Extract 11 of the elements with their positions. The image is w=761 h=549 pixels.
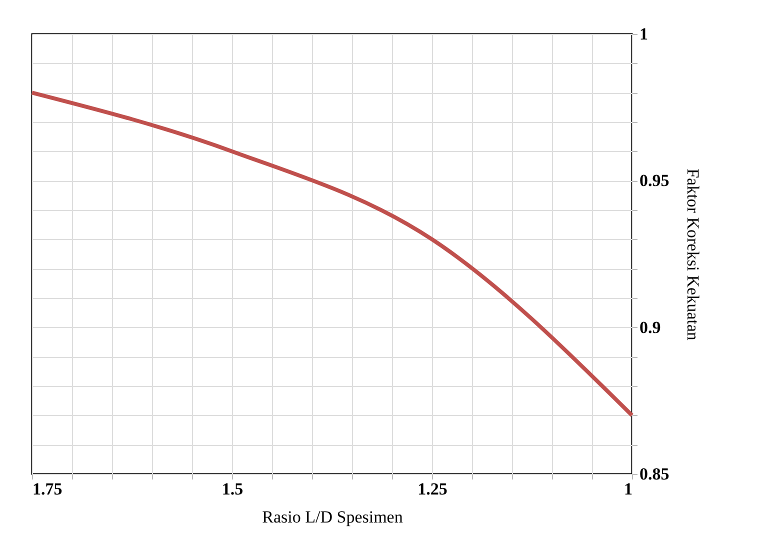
y-tick-label: 0.9 <box>640 318 661 337</box>
x-tick-label: 1 <box>624 480 632 498</box>
y-tick-label: 0.95 <box>640 171 670 190</box>
x-tick-label: 1.5 <box>222 480 244 498</box>
line-series <box>30 90 634 418</box>
x-tick-label: 1.75 <box>32 480 62 498</box>
y-tick-label: 0.85 <box>640 464 670 484</box>
y-tick-label: 1 <box>640 24 648 44</box>
x-axis-title: Rasio L/D Spesimen <box>262 508 404 526</box>
x-tick-label: 1.25 <box>418 480 448 498</box>
y-axis-title: Faktor Koreksi Kekuatan <box>683 168 702 341</box>
